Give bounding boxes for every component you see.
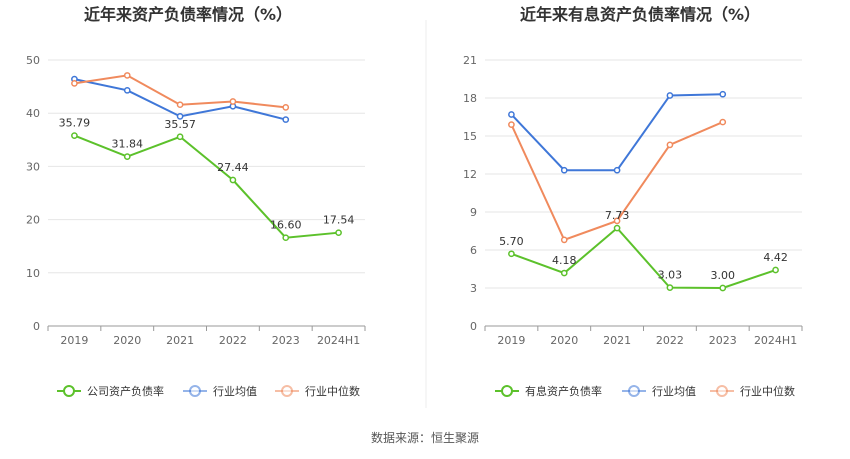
series-line bbox=[511, 226, 776, 290]
data-point bbox=[176, 101, 184, 109]
y-tick-label: 9 bbox=[470, 206, 477, 219]
data-point bbox=[176, 113, 184, 120]
y-tick-label: 40 bbox=[26, 107, 40, 120]
y-tick-label: 21 bbox=[463, 54, 477, 67]
data-label: 27.44 bbox=[217, 161, 249, 174]
data-point bbox=[508, 121, 515, 128]
y-tick-label: 18 bbox=[463, 92, 477, 105]
x-tick-label: 2021 bbox=[603, 334, 631, 347]
chart-title: 近年来资产负债率情况（%） bbox=[84, 5, 292, 24]
y-tick-label: 12 bbox=[463, 168, 477, 181]
legend-item: 行业中位数 bbox=[275, 384, 360, 398]
data-point bbox=[71, 80, 78, 87]
y-tick-label: 20 bbox=[26, 214, 40, 227]
legend-marker bbox=[63, 385, 75, 397]
x-tick-label: 2021 bbox=[166, 334, 194, 347]
x-tick-label: 2019 bbox=[60, 334, 88, 347]
data-source-label: 数据来源：恒生聚源 bbox=[371, 430, 479, 445]
x-tick-label: 2022 bbox=[219, 334, 247, 347]
data-point bbox=[719, 118, 727, 126]
x-tick-label: 2024H1 bbox=[754, 334, 797, 347]
data-label: 5.70 bbox=[499, 235, 524, 248]
data-label: 3.00 bbox=[711, 269, 736, 282]
data-point bbox=[508, 111, 515, 118]
x-tick-label: 2019 bbox=[497, 334, 525, 347]
data-label: 35.57 bbox=[164, 118, 196, 131]
data-label: 17.54 bbox=[323, 214, 355, 227]
legend-label: 有息资产负债率 bbox=[525, 384, 602, 398]
legend-item: 行业均值 bbox=[183, 385, 257, 398]
data-point bbox=[176, 133, 184, 141]
data-point bbox=[123, 72, 131, 79]
legend-label: 公司资产负债率 bbox=[87, 384, 164, 398]
y-tick-label: 3 bbox=[470, 282, 477, 295]
data-point bbox=[335, 229, 342, 237]
data-point bbox=[71, 132, 78, 139]
data-point bbox=[282, 103, 290, 111]
data-point bbox=[613, 217, 621, 225]
legend-item: 有息资产负债率 bbox=[495, 384, 602, 398]
legend-marker bbox=[628, 385, 640, 397]
legend-item: 公司资产负债率 bbox=[57, 384, 164, 398]
data-point bbox=[123, 86, 131, 94]
legend-marker bbox=[716, 385, 728, 397]
data-label: 31.84 bbox=[112, 138, 144, 151]
x-tick-label: 2022 bbox=[656, 334, 684, 347]
y-tick-label: 30 bbox=[26, 160, 40, 173]
data-point bbox=[613, 224, 621, 232]
data-point bbox=[560, 269, 568, 277]
data-point bbox=[772, 266, 779, 274]
data-point bbox=[719, 284, 727, 292]
data-point bbox=[666, 92, 674, 99]
x-tick-label: 2023 bbox=[709, 334, 737, 347]
legend-item: 行业中位数 bbox=[710, 384, 795, 398]
chart-title: 近年来有息资产负债率情况（%） bbox=[520, 5, 760, 24]
x-tick-label: 2023 bbox=[272, 334, 300, 347]
data-point bbox=[560, 166, 568, 174]
data-label: 3.03 bbox=[658, 269, 683, 282]
data-point bbox=[666, 141, 674, 149]
x-tick-label: 2020 bbox=[113, 334, 141, 347]
chart-panel-1: 近年来资产负债率情况（%） 0 10 20 30 40 50 2019 2020 2021 2022… bbox=[26, 5, 366, 398]
legend-marker bbox=[501, 385, 513, 397]
legend-label: 行业均值 bbox=[652, 385, 696, 398]
data-label: 7.73 bbox=[605, 209, 630, 222]
legend-marker bbox=[189, 385, 201, 397]
y-tick-label: 10 bbox=[26, 267, 40, 280]
x-tick-label: 2020 bbox=[550, 334, 578, 347]
chart-panel-2: 近年来有息资产负债率情况（%） 0 3 6 9 12 15 18 21 2019 2020 2021 2… bbox=[463, 5, 803, 398]
data-point bbox=[560, 236, 568, 244]
data-label: 35.79 bbox=[59, 117, 91, 130]
legend-marker bbox=[281, 385, 293, 397]
legend-label: 行业均值 bbox=[213, 385, 257, 398]
data-point bbox=[123, 153, 131, 160]
y-tick-label: 0 bbox=[470, 320, 477, 333]
legend-label: 行业中位数 bbox=[740, 384, 795, 398]
data-point bbox=[282, 116, 290, 123]
legend-item: 行业均值 bbox=[622, 385, 696, 398]
y-tick-label: 50 bbox=[26, 54, 40, 67]
legend-label: 行业中位数 bbox=[305, 384, 360, 398]
y-tick-label: 0 bbox=[33, 320, 40, 333]
data-point bbox=[229, 98, 237, 105]
data-label: 4.18 bbox=[552, 254, 577, 267]
data-point bbox=[613, 166, 621, 174]
data-label: 4.42 bbox=[763, 251, 788, 264]
y-tick-label: 6 bbox=[470, 244, 477, 257]
data-point bbox=[229, 176, 237, 184]
series-line bbox=[74, 134, 339, 239]
y-tick-label: 15 bbox=[463, 130, 477, 143]
series-line bbox=[510, 93, 723, 172]
data-point bbox=[666, 284, 674, 291]
data-point bbox=[719, 90, 727, 98]
data-point bbox=[508, 250, 515, 258]
x-tick-label: 2024H1 bbox=[317, 334, 360, 347]
data-label: 16.60 bbox=[270, 219, 302, 232]
data-point bbox=[282, 234, 290, 242]
